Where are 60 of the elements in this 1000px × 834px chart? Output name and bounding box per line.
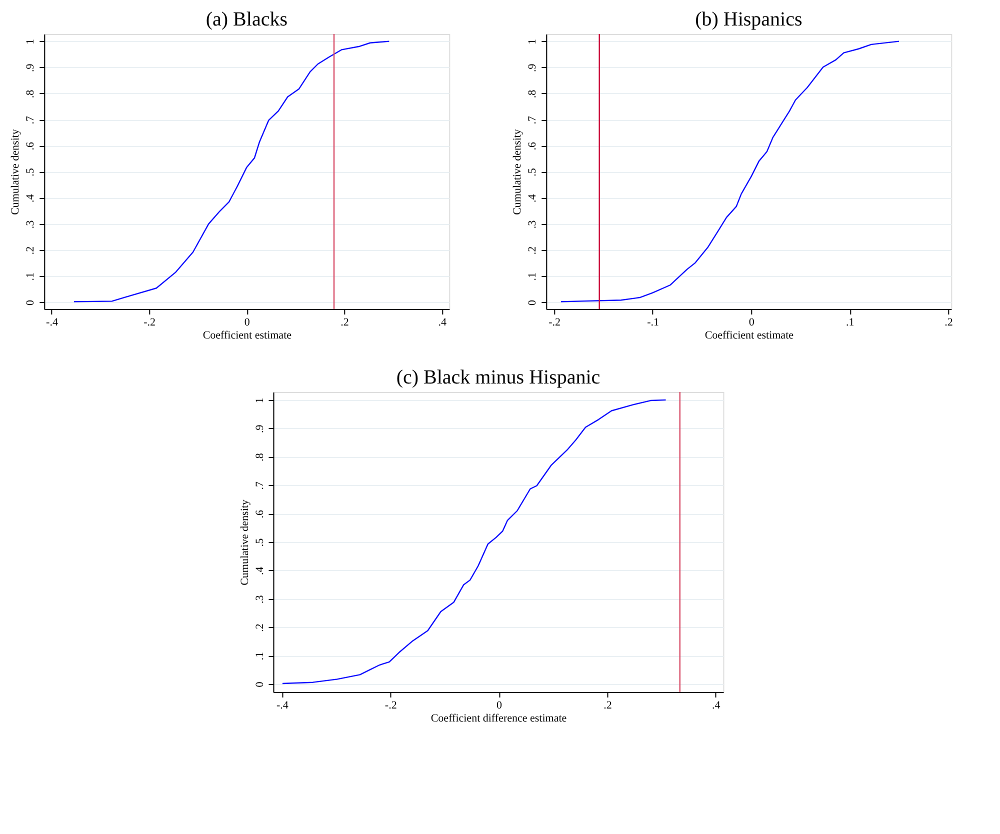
y-tick-label: 0 [526, 299, 539, 306]
y-tick-label: .2 [526, 246, 539, 255]
x-tick-label: 0 [244, 316, 250, 328]
y-tick-label: 1 [254, 398, 266, 404]
y-tick-label: 0 [24, 299, 37, 306]
line-series [282, 399, 666, 684]
y-tick-label: 1 [24, 39, 37, 45]
x-axis-title: Coefficient estimate [704, 330, 794, 342]
y-tick-label: .5 [24, 168, 37, 176]
y-tick-label: 1 [526, 39, 539, 45]
x-axis-title: Coefficient difference estimate [430, 712, 567, 724]
y-tick-label: .8 [254, 452, 266, 462]
y-axis-title: Cumulative density [512, 128, 524, 215]
y-tick-label: .8 [24, 89, 37, 98]
x-tick-label: -.2 [384, 700, 397, 712]
y-tick-label: .3 [526, 220, 539, 229]
y-tick-label: .9 [24, 63, 37, 72]
y-tick-label: .6 [526, 142, 539, 150]
y-tick-label: .5 [254, 538, 266, 547]
x-tick-label: 0 [748, 316, 755, 328]
x-tick-label: -.4 [276, 700, 289, 712]
y-tick-label: 0 [254, 681, 266, 688]
y-tick-label: .7 [254, 481, 266, 490]
chart-title: (b) Hispanics [695, 8, 802, 30]
y-tick-label: .1 [24, 272, 37, 281]
x-tick-label: .2 [604, 700, 612, 712]
chart-title: (c) Black minus Hispanic [396, 366, 600, 388]
y-tick-label: .9 [526, 63, 539, 72]
y-tick-label: .2 [24, 246, 37, 255]
y-tick-label: .9 [254, 424, 266, 433]
y-tick-label: .5 [526, 168, 539, 176]
y-tick-label: .2 [254, 624, 266, 632]
y-axis-title: Cumulative density [10, 128, 22, 215]
y-tick-label: .3 [254, 594, 266, 604]
x-tick-label: -.1 [647, 316, 660, 328]
y-tick-label: .8 [526, 89, 539, 98]
x-axis-title: Coefficient estimate [202, 330, 292, 342]
chart-title: (a) Blacks [206, 8, 288, 30]
y-axis-title: Cumulative density [238, 499, 251, 586]
x-tick-label: .2 [340, 316, 349, 328]
y-tick-label: .3 [24, 220, 37, 229]
x-tick-label: .4 [438, 316, 447, 328]
y-tick-label: .1 [526, 272, 539, 281]
y-tick-label: .4 [24, 194, 37, 202]
x-tick-label: -.4 [46, 316, 58, 328]
y-tick-label: .4 [254, 566, 266, 576]
line-series [560, 40, 900, 302]
x-tick-label: .2 [944, 316, 953, 328]
y-tick-label: .6 [24, 142, 37, 150]
y-tick-label: .7 [24, 115, 37, 124]
y-tick-label: .6 [254, 509, 266, 518]
x-tick-label: -.2 [144, 316, 156, 328]
line-series [73, 40, 390, 302]
y-tick-label: .7 [526, 115, 539, 124]
y-tick-label: .4 [526, 194, 539, 202]
x-tick-label: .1 [846, 316, 854, 328]
x-tick-label: 0 [496, 700, 503, 712]
x-tick-label: .4 [712, 700, 721, 712]
y-tick-label: .1 [254, 652, 266, 660]
x-tick-label: -.2 [548, 316, 561, 328]
